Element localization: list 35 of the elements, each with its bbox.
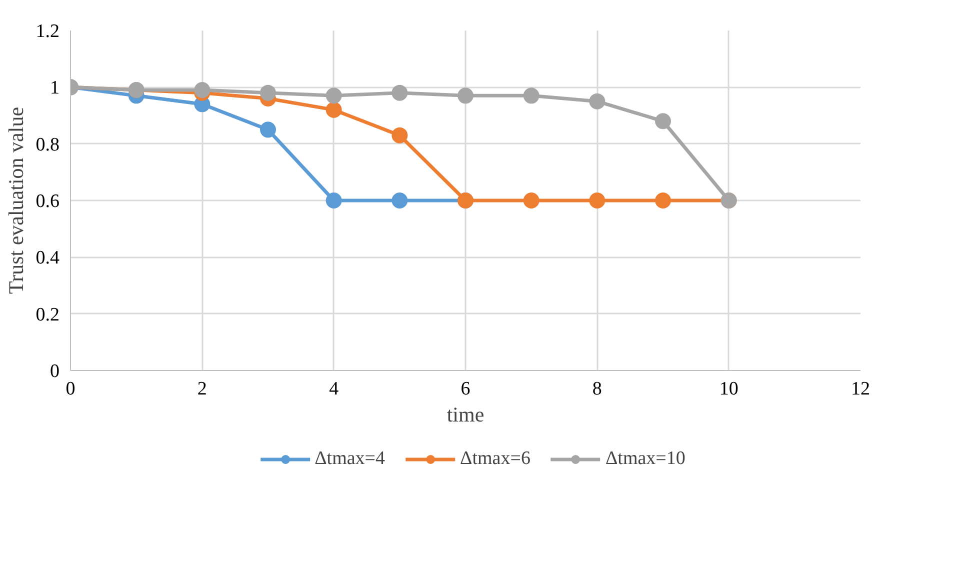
x-tick-label: 10 [719,378,738,400]
point [589,93,606,110]
point [326,102,342,118]
y-tick-label: 1 [50,78,60,99]
point [326,88,342,104]
y-axis-title: Trust evaluation value [4,106,28,294]
x-axis-title: time [446,402,484,426]
y-tick-label: 0.8 [36,134,60,156]
legend-label: Δtmax=4 [314,448,386,470]
point [260,122,276,138]
point [392,192,408,208]
point [392,84,408,101]
x-tick-label: 0 [66,378,76,400]
point [523,88,540,104]
x-tick-label: 8 [592,378,602,400]
x-tick-label: 4 [329,378,340,400]
y-tick-label: 1.2 [36,21,60,42]
x-tick-label: 12 [851,378,870,400]
x-tick-label: 2 [197,378,207,400]
y-tick-label: 0.6 [36,191,60,212]
point [260,84,276,101]
legend-label: Δtmax=10 [605,448,686,470]
point [194,82,210,98]
y-tick-label: 0 [50,361,60,382]
point [655,192,671,208]
point [392,127,408,144]
point [326,192,342,208]
point [589,192,606,208]
point [655,113,671,130]
legend-label: Δtmax=6 [460,448,530,470]
point [458,88,474,104]
x-tick-label: 6 [460,378,470,400]
y-tick-label: 0.2 [36,304,60,326]
point [523,192,540,208]
y-tick-label: 0.4 [36,248,60,269]
